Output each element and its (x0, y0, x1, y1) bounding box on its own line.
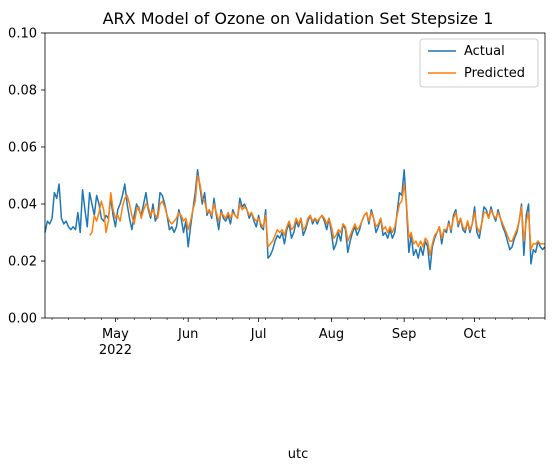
x-tick-label: May (102, 327, 129, 342)
y-tick-label: 0.08 (8, 84, 37, 99)
x-tick-label: Aug (319, 327, 344, 342)
x-tick-sublabel: 2022 (99, 343, 132, 358)
legend-label-actual: Actual (464, 44, 505, 59)
series-layer (44, 169, 546, 271)
legend: Actual Predicted (419, 38, 539, 88)
y-tick-label: 0.10 (8, 27, 37, 42)
y-tick-label: 0.02 (8, 255, 37, 270)
series-line-predicted (89, 174, 545, 257)
x-tick-label: Oct (463, 327, 485, 342)
y-tick-label: 0.06 (8, 141, 37, 156)
x-axis-label: utc (288, 447, 308, 462)
x-tick-label: Sep (392, 327, 417, 342)
x-tick-label: Jul (250, 327, 267, 342)
y-tick-label: 0.00 (8, 312, 37, 327)
legend-label-predicted: Predicted (464, 66, 525, 81)
y-tick-label: 0.04 (8, 198, 37, 213)
y-axis: 0.00 0.02 0.04 0.06 0.08 0.10 (8, 27, 45, 327)
x-tick-label: Jun (177, 327, 198, 342)
chart-title: ARX Model of Ozone on Validation Set Ste… (103, 9, 494, 28)
plot-frame (44, 32, 546, 319)
